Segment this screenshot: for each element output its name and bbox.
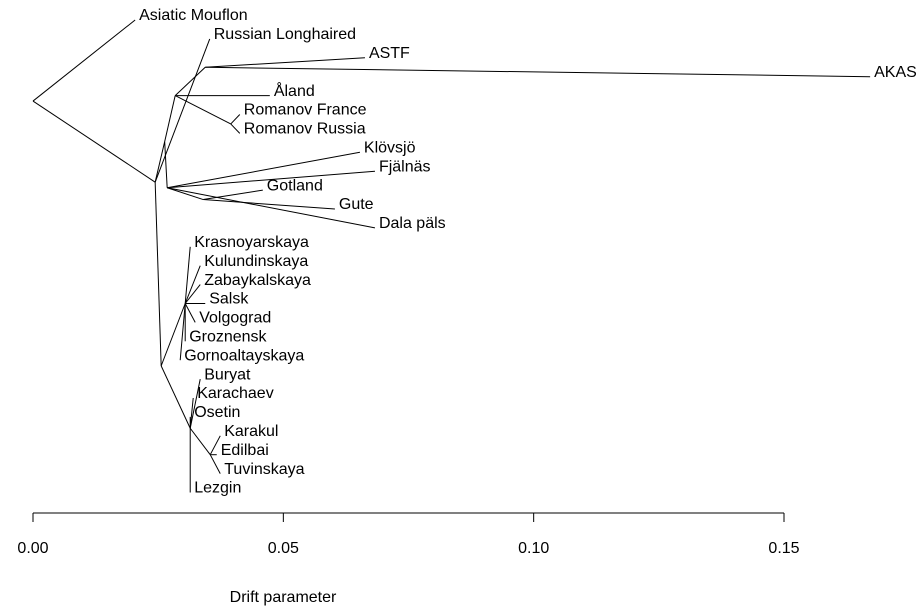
x-tick-label: 0.05 [268, 540, 299, 557]
branch [230, 123, 241, 134]
leaf-label: Klövsjö [364, 140, 416, 157]
branch [209, 435, 221, 455]
branch [203, 199, 335, 210]
leaf-label: Osetin [194, 404, 240, 421]
branch [209, 454, 221, 474]
leaf-label: Zabaykalskaya [204, 272, 311, 289]
branch [184, 246, 191, 304]
leaf-label: Salsk [209, 291, 249, 308]
branch [154, 38, 211, 183]
leaf-label: Karakul [224, 423, 278, 440]
x-tick-label: 0.00 [17, 540, 48, 557]
leaf-label: Romanov Russia [244, 121, 366, 138]
x-axis-title: Drift parameter [230, 589, 337, 606]
branch [164, 95, 176, 142]
branch [174, 66, 206, 96]
branch [189, 379, 201, 429]
x-tick-label: 0.15 [768, 540, 799, 557]
leaf-label: Russian Longhaired [214, 26, 356, 43]
leaf-label: Dala päls [379, 215, 446, 232]
branch [167, 170, 375, 189]
leaf-label: AKAS [874, 64, 916, 81]
branch [205, 66, 871, 78]
leaf-label: Asiatic Mouflon [139, 7, 248, 24]
leaf-label: Kulundinskaya [204, 253, 308, 270]
branch [167, 151, 361, 189]
branch [189, 427, 211, 456]
branch [189, 397, 194, 429]
branch [184, 284, 201, 304]
leaf-label: Åland [274, 81, 315, 100]
branch [174, 95, 231, 125]
branch [205, 57, 365, 68]
leaf-label: Krasnoyarskaya [194, 234, 309, 251]
branch [167, 187, 376, 229]
leaf-label: Groznensk [189, 329, 267, 346]
leaf-label: Edilbai [221, 442, 269, 459]
branch [154, 141, 166, 183]
branch [179, 303, 186, 361]
leaf-label: Volgograd [199, 310, 271, 327]
branch [160, 303, 186, 367]
branch [154, 182, 162, 366]
x-tick-label: 0.10 [518, 540, 549, 557]
leaf-label: Romanov France [244, 102, 367, 119]
leaf-label: Fjälnäs [379, 158, 431, 175]
leaf-label: Gute [339, 196, 374, 213]
branch [160, 365, 191, 429]
leaf-label: Lezgin [194, 480, 241, 497]
branch [164, 141, 168, 188]
branch [230, 114, 241, 125]
branch [184, 265, 201, 304]
branch [32, 19, 136, 102]
leaf-label: ASTF [369, 45, 410, 62]
branch [203, 189, 263, 201]
branch [184, 303, 196, 323]
leaf-label: Buryat [204, 366, 251, 383]
leaf-label: Gornoaltayskaya [184, 347, 304, 364]
branch [32, 100, 156, 183]
branch [167, 187, 204, 201]
leaf-label: Gotland [267, 177, 323, 194]
leaf-label: Tuvinskaya [224, 461, 304, 478]
leaf-label: Karachaev [197, 385, 273, 402]
